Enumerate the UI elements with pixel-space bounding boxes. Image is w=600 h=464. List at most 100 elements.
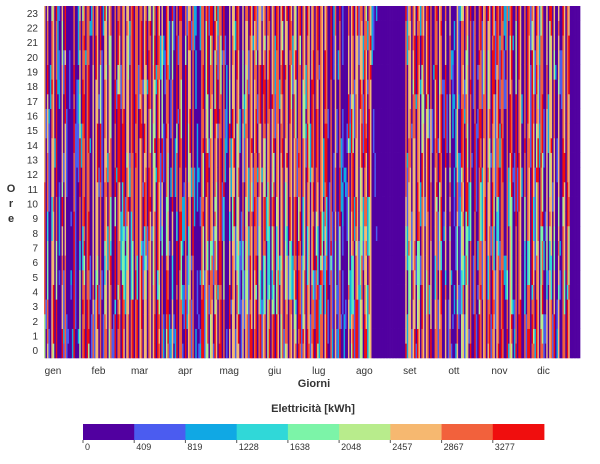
heatmap-cell (231, 6, 234, 36)
heatmap-cell (230, 196, 233, 241)
heatmap-cell (347, 182, 350, 197)
heatmap-cell (368, 108, 371, 168)
heatmap-cell (513, 211, 516, 271)
heatmap-cell (559, 6, 562, 36)
heatmap-cell (506, 182, 509, 197)
heatmap-cell (104, 138, 107, 183)
heatmap-cell (309, 314, 312, 359)
heatmap-cell (193, 108, 196, 168)
heatmap-cell (412, 211, 415, 227)
heatmap-cell (483, 314, 485, 359)
heatmap-cell (533, 50, 535, 95)
heatmap-cell (449, 211, 452, 227)
heatmap-cell (190, 255, 193, 271)
heatmap-cell (441, 50, 444, 80)
heatmap-cell (98, 6, 101, 36)
heatmap-cell (497, 255, 500, 271)
heatmap-cell (182, 6, 184, 36)
heatmap-cell (358, 284, 361, 300)
heatmap-cell (506, 196, 509, 241)
heatmap-cell (340, 314, 343, 329)
heatmap-cell (453, 196, 456, 227)
heatmap-cell (245, 64, 247, 109)
heatmap-cell (171, 255, 174, 300)
heatmap-cell (356, 299, 359, 359)
heatmap-cell (475, 211, 478, 271)
heatmap-cell (239, 152, 242, 183)
heatmap-cell (367, 284, 369, 300)
heatmap-cell (151, 50, 154, 95)
heatmap-cell (491, 270, 494, 329)
heatmap-cell (458, 6, 460, 36)
heatmap-cell (255, 152, 258, 212)
heatmap-cell (456, 314, 459, 344)
heatmap-cell (281, 299, 284, 344)
heatmap-cell (462, 255, 465, 285)
heatmap-cell (95, 6, 98, 36)
heatmap-cell (340, 138, 343, 183)
heatmap-cell (95, 196, 98, 256)
heatmap-cell (302, 328, 305, 344)
heatmap-cell (224, 299, 227, 359)
heatmap-cell (430, 299, 433, 329)
heatmap-cell (212, 226, 215, 285)
heatmap-cell (421, 123, 424, 153)
heatmap-cell (491, 50, 494, 109)
heatmap-cell (525, 182, 528, 197)
heatmap-cell (488, 314, 491, 359)
heatmap-cell (46, 35, 49, 65)
heatmap-cell (516, 343, 519, 359)
heatmap-cell (231, 35, 234, 65)
heatmap-cell (167, 299, 170, 344)
heatmap-cell (472, 182, 475, 227)
heatmap-cell (552, 299, 554, 315)
heatmap-cell (384, 20, 387, 36)
heatmap-cell (93, 226, 96, 241)
heatmap-cell (330, 196, 333, 241)
heatmap-cell (115, 182, 118, 241)
heatmap-cell (358, 152, 361, 212)
heatmap-cell (535, 94, 538, 124)
heatmap-cell (543, 94, 546, 109)
heatmap-cell (306, 328, 309, 359)
heatmap-cell (399, 64, 402, 80)
heatmap-cell (433, 123, 435, 153)
heatmap-cell (443, 211, 446, 227)
heatmap-cell (187, 284, 190, 315)
heatmap-cell (82, 270, 84, 285)
heatmap-cell (477, 284, 480, 300)
heatmap-cell (267, 299, 270, 359)
heatmap-cell (165, 314, 168, 329)
heatmap-cell (499, 6, 502, 21)
heatmap-cell (406, 20, 409, 65)
heatmap-cell (528, 211, 531, 241)
heatmap-cell (549, 299, 551, 359)
heatmap-cell (380, 270, 383, 285)
heatmap-cell (209, 196, 212, 241)
heatmap-cell (284, 79, 287, 139)
heatmap-cell (506, 343, 509, 359)
heatmap-cell (92, 284, 95, 300)
heatmap-cell (114, 50, 117, 80)
heatmap-cell (422, 6, 425, 36)
heatmap-cell (202, 138, 205, 153)
heatmap-cell (113, 6, 115, 65)
heatmap-cell (268, 108, 271, 168)
heatmap-cell (549, 138, 551, 153)
heatmap-cell (71, 152, 74, 212)
heatmap-cell (378, 6, 381, 21)
heatmap-cell (258, 284, 261, 315)
heatmap-cell (506, 167, 509, 183)
heatmap-cell (105, 79, 108, 139)
heatmap-cell (474, 108, 477, 124)
heatmap-cell (258, 314, 261, 329)
heatmap-cell (311, 50, 314, 65)
heatmap-cell (491, 108, 494, 124)
heatmap-cell (202, 108, 205, 139)
heatmap-cell (211, 240, 214, 256)
heatmap-cell (356, 6, 359, 36)
heatmap-cell (137, 299, 140, 329)
heatmap-cell (506, 35, 509, 80)
heatmap-cell (505, 64, 507, 80)
heatmap-cell (298, 6, 300, 65)
